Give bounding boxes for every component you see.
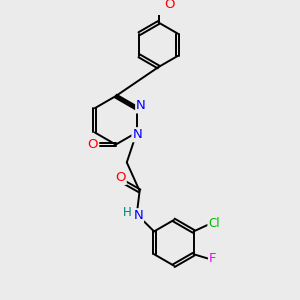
Text: F: F — [209, 252, 217, 265]
Text: N: N — [136, 99, 146, 112]
Text: O: O — [164, 0, 175, 11]
Text: Cl: Cl — [208, 217, 220, 230]
Text: O: O — [88, 138, 98, 151]
Text: N: N — [133, 209, 143, 222]
Text: O: O — [115, 171, 126, 184]
Text: H: H — [123, 206, 132, 219]
Text: N: N — [133, 128, 142, 141]
